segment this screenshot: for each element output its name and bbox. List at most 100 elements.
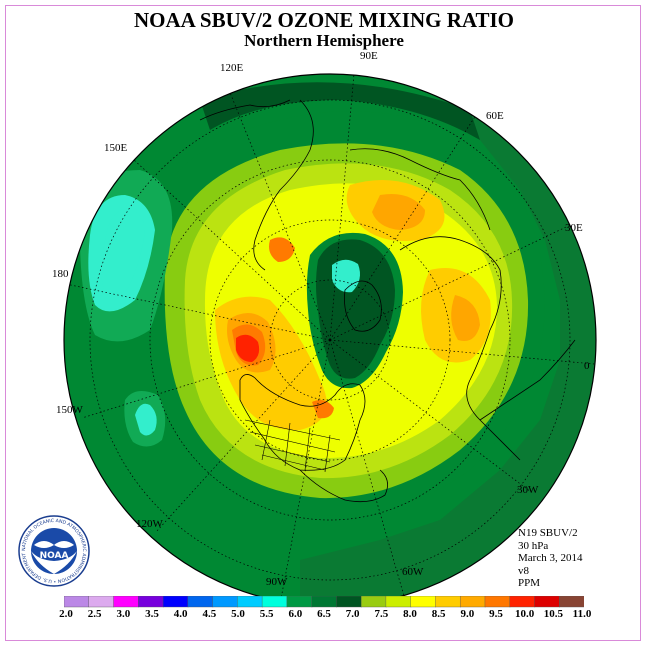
coastline-greenland (344, 280, 382, 332)
coastline-siberia (349, 148, 491, 231)
field-cyan-low-1-inner (101, 208, 145, 296)
info-level: 30 hPa (518, 539, 549, 552)
colorbar-swatch (534, 596, 560, 608)
parallel-60n (209, 219, 451, 461)
label-150w: 150W (56, 404, 83, 416)
colorbar-swatch (311, 596, 338, 608)
plot-frame (5, 5, 641, 641)
colorbar-swatch (237, 596, 263, 608)
state-grid (244, 419, 341, 473)
label-60w: 60W (402, 566, 424, 578)
label-90e: 90E (360, 50, 378, 62)
colorbar-swatch (459, 596, 486, 608)
graticule (65, 74, 595, 605)
colorbar-tick-label: 9.5 (489, 608, 503, 620)
colorbar-swatch (385, 596, 412, 608)
colorbar-swatch (162, 596, 189, 608)
colorbar-swatch (360, 596, 387, 608)
coastline-asia-east (253, 99, 314, 271)
coastlines (199, 99, 576, 503)
coastline-gulf (299, 469, 388, 503)
colorbar-tick-label: 4.5 (202, 608, 217, 620)
field-orange-north-core (372, 194, 425, 230)
noaa-logo: NATIONAL OCEANIC AND ATMOSPHERIC ADMINIS… (18, 515, 90, 587)
field-orange-east-core (451, 295, 480, 341)
info-version: v8 (518, 564, 529, 577)
label-120w: 120W (136, 518, 163, 530)
colorbar-swatch (559, 596, 584, 608)
meridian-120e (228, 89, 331, 341)
info-units: PPM (518, 577, 541, 589)
field-orange-small-2 (312, 400, 334, 419)
colorbar-tick-label: 5.0 (231, 608, 245, 620)
colorbar (64, 596, 584, 608)
coastline-africa-north (479, 339, 576, 421)
field-dark-green-outer (300, 74, 596, 606)
label-30w: 30W (517, 484, 539, 496)
parallel-80n (269, 279, 391, 401)
parallel-20n (89, 99, 571, 581)
colorbar-tick-label: 8.5 (431, 608, 446, 620)
meridian-90e (329, 74, 355, 341)
colorbar-swatch (187, 596, 214, 608)
colorbar-tick-label: 4.0 (173, 608, 188, 620)
colorbar-tick-label: 7.5 (374, 608, 389, 620)
colorbar-tick-label: 5.5 (259, 608, 274, 620)
colorbar-swatch (113, 596, 139, 608)
colorbar-tick-label: 7.0 (345, 608, 360, 620)
colorbar-swatch (509, 596, 536, 608)
meridian-60w (329, 339, 405, 597)
colorbar-tick-label: 10.5 (543, 608, 563, 620)
coastline-north-america (239, 374, 366, 471)
parallel-40n (149, 159, 511, 521)
colorbar-tick-label: 3.0 (116, 608, 131, 620)
colorbar-swatch (261, 596, 288, 608)
meridian-90w (279, 339, 331, 605)
logo-wave (31, 551, 77, 574)
label-30e: 30E (565, 222, 583, 234)
colorbar-tick-label: 2.5 (87, 608, 102, 620)
colorbar-swatch (138, 596, 164, 608)
colorbar-swatch (484, 596, 511, 608)
coastline-europe (399, 236, 521, 461)
info-date: March 3, 2014 (518, 552, 583, 564)
us-state-lines (244, 419, 341, 473)
label-120e: 120E (220, 62, 244, 74)
colorbar-tick-label: 10.0 (515, 608, 535, 620)
colorbar-swatch (410, 596, 437, 608)
field-cyan-low-2 (135, 403, 157, 436)
colorbar-tick-label: 9.0 (460, 608, 475, 620)
colorbar-swatch (336, 596, 362, 608)
label-60e: 60E (486, 110, 504, 122)
colorbar-tick-label: 6.5 (317, 608, 331, 620)
info-satellite: N19 SBUV/2 (518, 527, 578, 539)
chart-title: NOAA SBUV/2 OZONE MIXING RATIO (134, 8, 514, 32)
logo-text: NOAA (40, 551, 69, 561)
label-0: 0 (584, 360, 590, 372)
meridian-150e (133, 159, 331, 341)
colorbar-swatch (88, 596, 115, 608)
colorbar-tick-label: 3.5 (145, 608, 159, 620)
colorbar-swatch (212, 596, 239, 608)
colorbar-swatch (286, 596, 313, 608)
label-180: 180 (52, 268, 69, 280)
colorbar-tick-label: 2.0 (59, 608, 73, 620)
colorbar-swatch (64, 596, 90, 608)
logo-bird-icon (34, 541, 74, 548)
colorbar-tick-label: 11.0 (572, 608, 592, 620)
meridian-60e (329, 111, 479, 341)
meridian-180 (65, 283, 331, 341)
colorbar-swatch (435, 596, 461, 608)
coastline-japan-area (199, 99, 291, 121)
label-90w: 90W (266, 576, 288, 588)
chart-subtitle: Northern Hemisphere (244, 31, 404, 50)
colorbar-tick-label: 6.0 (288, 608, 303, 620)
meridian-150w (81, 339, 331, 419)
info-block: N19 SBUV/2 30 hPa March 3, 2014 v8 PPM (518, 527, 582, 590)
label-150e: 150E (104, 142, 128, 154)
field-red-max (236, 334, 260, 362)
colorbar-tick-label: 8.0 (403, 608, 417, 620)
field-dark-green-top (200, 82, 480, 140)
meridian-0 (329, 339, 595, 365)
